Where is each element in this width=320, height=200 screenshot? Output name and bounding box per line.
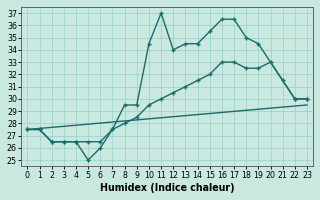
- X-axis label: Humidex (Indice chaleur): Humidex (Indice chaleur): [100, 183, 235, 193]
